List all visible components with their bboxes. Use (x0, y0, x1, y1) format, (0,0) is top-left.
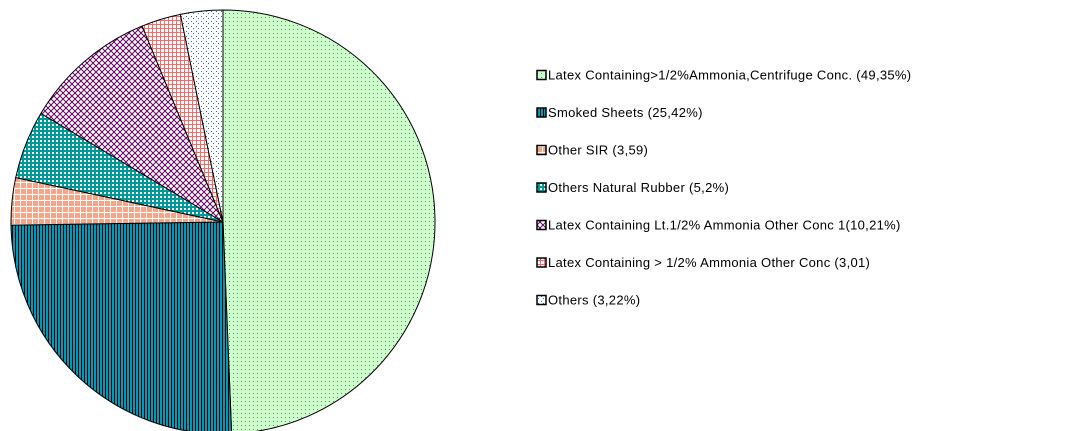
legend-label: Smoked Sheets (25,42%) (548, 105, 703, 120)
pie-slice (179, 9, 224, 223)
legend-label: Others Natural Rubber (5,2%) (548, 180, 729, 195)
legend-swatch (536, 182, 547, 193)
pie-slice (10, 221, 233, 431)
pie-slice (40, 25, 225, 224)
legend-label: Latex Containing > 1/2% Ammonia Other Co… (548, 255, 870, 270)
legend-swatch (536, 69, 547, 81)
legend-swatch (536, 219, 547, 231)
legend-swatch (536, 107, 547, 118)
pie-slice (222, 9, 436, 431)
legend-swatch (536, 257, 547, 268)
legend-swatch (536, 294, 547, 306)
legend-label: Latex Containing>1/2%Ammonia,Centrifuge … (548, 67, 911, 82)
legend-label: Other SIR (3,59) (548, 142, 648, 157)
legend-swatch (536, 144, 547, 156)
legend-label: Others (3,22%) (548, 292, 640, 307)
legend-label: Latex Containing Lt.1/2% Ammonia Other C… (548, 217, 901, 232)
